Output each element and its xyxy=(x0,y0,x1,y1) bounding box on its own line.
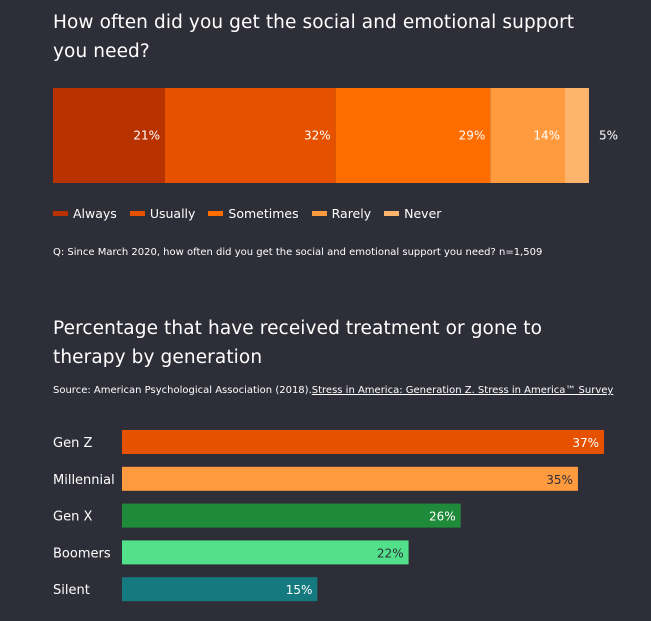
chart-title-support: How often did you get the social and emo… xyxy=(53,12,575,62)
stack-segment-always xyxy=(53,88,165,183)
category-label-gen-x: Gen X xyxy=(53,510,92,525)
bar-millennial xyxy=(122,466,578,491)
source-prefix: Source: American Psychological Associati… xyxy=(53,385,312,396)
legend-item-never: Never xyxy=(384,206,441,221)
bar-value-gen-x: 26% xyxy=(429,510,456,524)
survey-question-note: Q: Since March 2020, how often did you g… xyxy=(53,247,543,258)
bar-value-silent: 15% xyxy=(286,583,313,597)
bar-gen-z xyxy=(122,430,604,454)
chart-title-therapy: Percentage that have received treatment … xyxy=(53,318,543,368)
legend-label-usually: Usually xyxy=(149,206,196,221)
category-label-silent: Silent xyxy=(53,583,90,598)
source-citation: Source: American Psychological Associati… xyxy=(53,385,613,396)
stack-label-always: 21% xyxy=(133,129,160,143)
legend-item-rarely: Rarely xyxy=(311,206,372,221)
source-link[interactable]: Stress in America: Generation Z. Stress … xyxy=(311,385,614,396)
category-label-boomers: Boomers xyxy=(53,546,111,561)
stack-segment-rarely xyxy=(490,88,565,183)
legend-swatch-sometimes xyxy=(208,211,224,216)
stack-segment-sometimes xyxy=(335,88,491,183)
category-label-gen-z: Gen Z xyxy=(53,436,92,451)
legend-swatch-usually xyxy=(129,211,145,216)
stack-segment-never xyxy=(565,88,589,183)
stack-segment-usually xyxy=(165,88,336,183)
legend-swatch-never xyxy=(384,211,400,216)
legend-label-rarely: Rarely xyxy=(331,206,372,221)
legend: Always Usually Sometimes Rarely Never xyxy=(53,206,454,221)
bar-gen-x xyxy=(122,503,461,528)
legend-swatch-rarely xyxy=(311,211,327,216)
legend-item-usually: Usually xyxy=(129,206,196,221)
legend-item-sometimes: Sometimes xyxy=(208,206,299,221)
legend-swatch-always xyxy=(53,211,68,216)
bar-value-millennial: 35% xyxy=(546,473,573,487)
legend-label-sometimes: Sometimes xyxy=(228,206,299,221)
legend-label-never: Never xyxy=(404,206,442,221)
stack-label-sometimes: 29% xyxy=(459,129,486,143)
stack-label-rarely: 14% xyxy=(533,129,560,143)
category-label-millennial: Millennial xyxy=(53,473,115,488)
stack-label-usually: 32% xyxy=(304,129,331,143)
bar-silent xyxy=(122,577,318,602)
legend-item-always: Always xyxy=(53,206,117,221)
legend-label-always: Always xyxy=(73,206,117,221)
bar-boomers xyxy=(122,540,409,565)
bar-value-boomers: 22% xyxy=(377,546,404,560)
stack-label-never: 5% xyxy=(599,129,618,143)
bar-value-gen-z: 37% xyxy=(572,436,599,450)
